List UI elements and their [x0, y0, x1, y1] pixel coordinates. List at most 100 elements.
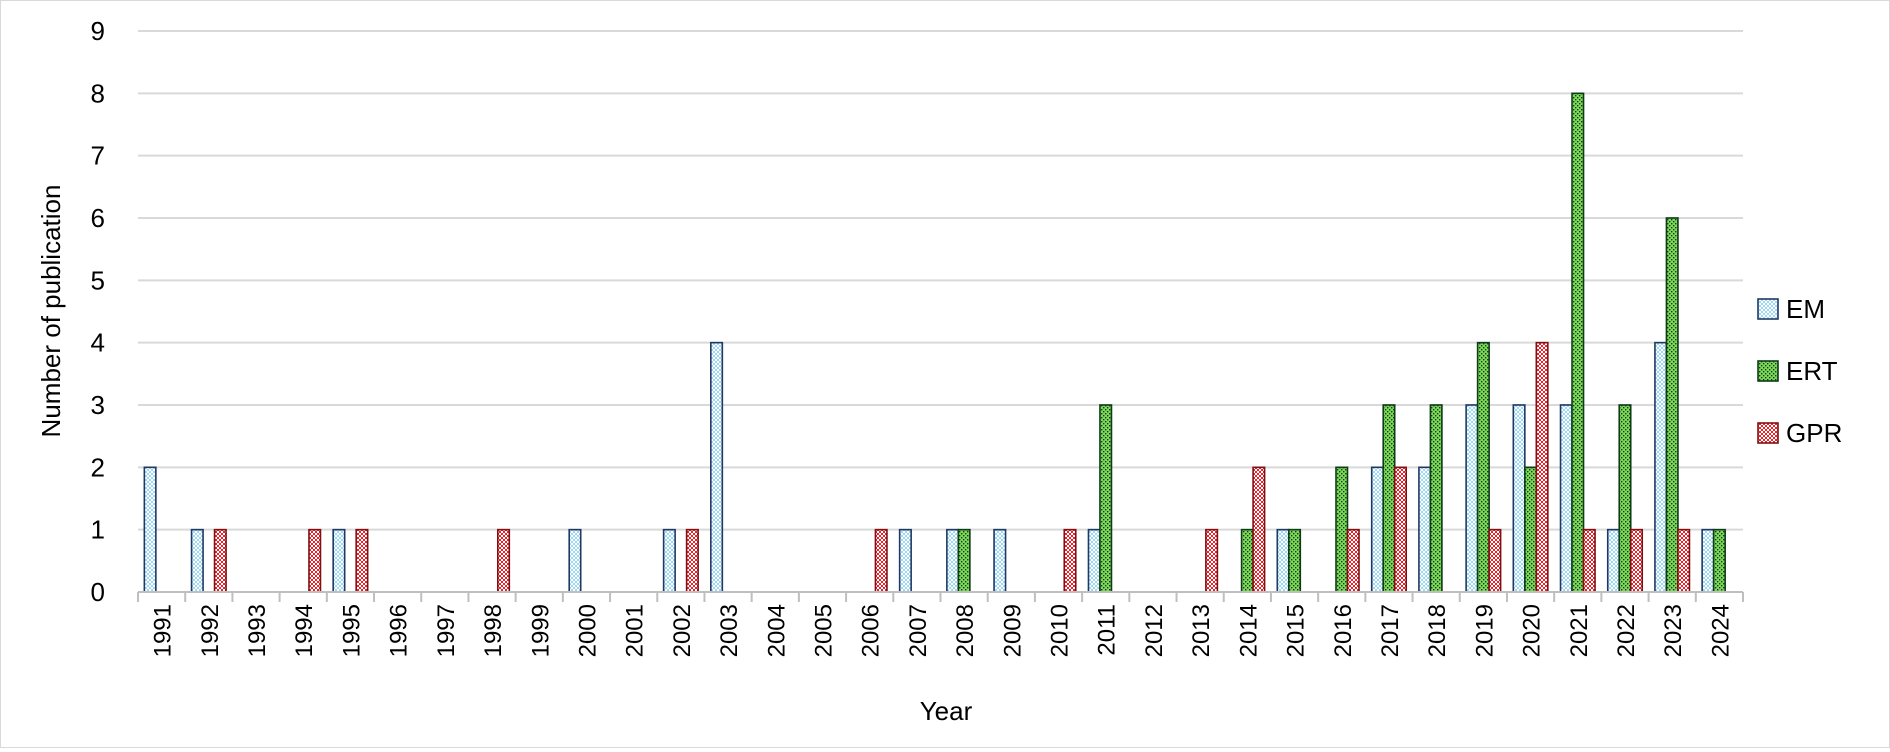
- bar-gpr-2022: [1629, 528, 1644, 593]
- bar-em-2003: [710, 341, 724, 593]
- bar-em-2008: [946, 528, 960, 593]
- legend-swatch-gpr: [1757, 422, 1779, 444]
- bar-em-2020: [1512, 404, 1526, 593]
- y-tick-5: 5: [91, 265, 105, 295]
- x-tick-2002: 2002: [669, 604, 696, 657]
- bar-em-2019: [1465, 404, 1479, 593]
- bar-gpr-1992: [213, 528, 227, 593]
- bar-em-1992: [190, 528, 204, 593]
- bar-em-2007: [898, 528, 912, 593]
- bar-em-2011: [1087, 528, 1101, 593]
- bar-ert-2015: [1287, 528, 1302, 593]
- x-tick-2008: 2008: [952, 604, 979, 657]
- x-tick-2022: 2022: [1613, 604, 1640, 657]
- bar-em-2009: [993, 528, 1007, 593]
- bar-em-1991: [143, 466, 157, 593]
- x-tick-2013: 2013: [1188, 604, 1215, 657]
- bar-gpr-2014: [1252, 466, 1266, 593]
- bar-em-2023: [1654, 341, 1668, 593]
- x-tick-1994: 1994: [291, 604, 318, 657]
- x-tick-2015: 2015: [1283, 604, 1310, 657]
- bar-em-2022: [1606, 528, 1621, 593]
- bar-ert-2016: [1335, 466, 1349, 593]
- x-tick-1995: 1995: [338, 604, 365, 657]
- x-tick-1991: 1991: [150, 604, 177, 657]
- x-tick-2001: 2001: [622, 604, 649, 657]
- bar-ert-2020: [1524, 466, 1538, 593]
- x-tick-1996: 1996: [386, 604, 413, 657]
- bar-gpr-2006: [874, 528, 888, 593]
- y-tick-6: 6: [91, 203, 105, 233]
- x-tick-2014: 2014: [1235, 604, 1262, 657]
- x-tick-2010: 2010: [1047, 604, 1074, 657]
- bar-em-2024: [1701, 528, 1715, 593]
- legend: EM ERT GPR: [1757, 294, 1842, 448]
- bar-ert-2022: [1618, 404, 1632, 593]
- y-tick-1: 1: [91, 515, 105, 545]
- y-tick-8: 8: [91, 78, 105, 108]
- bar-ert-2008: [957, 528, 971, 593]
- bar-gpr-2002: [685, 528, 699, 593]
- x-tick-2005: 2005: [810, 604, 837, 657]
- legend-swatch-em: [1757, 298, 1779, 320]
- x-tick-2020: 2020: [1519, 604, 1546, 657]
- x-tick-2011: 2011: [1094, 604, 1121, 656]
- x-axis-label: Year: [920, 696, 973, 726]
- axes: [137, 591, 1744, 602]
- bar-ert-2017: [1382, 404, 1396, 593]
- bar-gpr-2021: [1582, 528, 1596, 593]
- x-tick-2024: 2024: [1707, 604, 1734, 657]
- y-tick-4: 4: [91, 328, 105, 358]
- bar-ert-2019: [1476, 341, 1490, 593]
- bar-gpr-2023: [1677, 528, 1691, 593]
- x-tick-2021: 2021: [1566, 604, 1593, 657]
- gridlines: [138, 30, 1743, 531]
- y-tick-0: 0: [91, 577, 105, 607]
- bar-ert-2023: [1665, 217, 1679, 593]
- x-tick-labels: 1991 1992 1993 1994 1995 1996 1997 1998 1999 2000…: [150, 604, 1735, 657]
- bar-gpr-2020: [1535, 341, 1549, 593]
- x-tick-2007: 2007: [905, 604, 932, 657]
- y-axis-label: Number of publication: [36, 185, 66, 438]
- y-tick-labels: 0 1 2 3 4 5 6 7 8 9: [91, 16, 105, 607]
- x-tick-1998: 1998: [480, 604, 507, 657]
- y-tick-9: 9: [91, 16, 105, 46]
- x-tick-2003: 2003: [716, 604, 743, 657]
- bar-gpr-2019: [1488, 528, 1502, 593]
- y-tick-2: 2: [91, 452, 105, 482]
- bar-em-2002: [662, 528, 676, 593]
- bar-em-2015: [1276, 528, 1290, 593]
- bar-em-1995: [332, 528, 346, 593]
- x-tick-2004: 2004: [763, 604, 790, 657]
- bar-gpr-2013: [1205, 528, 1219, 593]
- x-tick-2019: 2019: [1471, 604, 1498, 657]
- x-tick-2016: 2016: [1330, 604, 1357, 657]
- bar-gpr-1998: [496, 528, 511, 593]
- x-tick-2017: 2017: [1377, 604, 1404, 657]
- bar-gpr-2016: [1346, 528, 1360, 593]
- x-tick-2012: 2012: [1141, 604, 1168, 657]
- legend-label-ert: ERT: [1786, 356, 1838, 386]
- legend-label-em: EM: [1786, 294, 1825, 324]
- x-tick-1997: 1997: [433, 604, 460, 657]
- legend-swatch-ert: [1757, 360, 1779, 382]
- bar-em-2000: [568, 528, 582, 593]
- bar-gpr-2010: [1063, 528, 1077, 593]
- bar-gpr-1995: [355, 528, 369, 593]
- x-tick-2009: 2009: [999, 604, 1026, 657]
- x-tick-1993: 1993: [244, 604, 271, 657]
- legend-label-gpr: GPR: [1786, 418, 1842, 448]
- x-tick-1999: 1999: [527, 604, 554, 657]
- bar-ert-2024: [1712, 528, 1726, 593]
- x-tick-2000: 2000: [574, 604, 601, 657]
- bars: [143, 92, 1726, 593]
- bar-gpr-2017: [1393, 466, 1408, 593]
- x-tick-2006: 2006: [858, 604, 885, 657]
- bar-ert-2021: [1571, 92, 1585, 593]
- bar-ert-2018: [1429, 404, 1443, 593]
- bar-em-2021: [1559, 404, 1573, 593]
- x-tick-2023: 2023: [1660, 604, 1687, 657]
- bar-em-2018: [1418, 466, 1432, 593]
